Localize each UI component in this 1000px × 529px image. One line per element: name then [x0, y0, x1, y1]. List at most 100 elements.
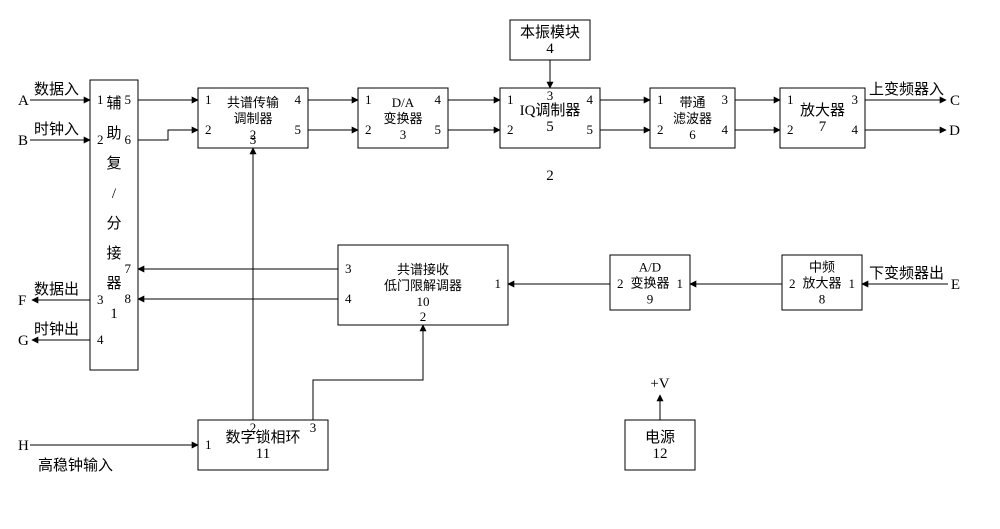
block-title-line: A/D: [639, 260, 661, 275]
port-number: 2: [250, 420, 257, 435]
port-number: 2: [787, 122, 794, 137]
extra-text: +V: [650, 376, 669, 392]
port-number: 4: [435, 92, 442, 107]
port-number: 1: [205, 92, 212, 107]
block-b2: 共谱传输调制器212453: [198, 88, 308, 148]
port-number: 5: [125, 92, 132, 107]
blocks: 辅助复/分接器112345678共谱传输调制器212453D/A变换器31245…: [90, 20, 865, 470]
block-b11: 数字锁相环11123: [198, 420, 328, 470]
port-number: 4: [295, 92, 302, 107]
block-title-line: 带通: [679, 95, 705, 110]
io-E: E 下变频器出: [862, 265, 960, 293]
block-title-line: 11: [256, 446, 270, 462]
io-text: 时钟出: [34, 321, 79, 338]
block-b5: IQ调制器512453: [500, 88, 600, 148]
io-text: 数据出: [34, 281, 79, 298]
block-title-line: 9: [647, 292, 654, 307]
block-title-line: 放大器: [800, 102, 845, 119]
block-title-line: 1: [110, 306, 118, 322]
edge: [313, 325, 423, 420]
block-title-line: 共谱接收: [397, 262, 449, 277]
io-D: D: [865, 123, 960, 139]
block-title-line: 中频: [809, 260, 835, 275]
block-title-line: 滤波器: [673, 111, 712, 126]
io-text: 时钟入: [34, 121, 79, 138]
io-text: 数据入: [34, 81, 79, 98]
port-number: 1: [787, 92, 794, 107]
port-number: 2: [657, 122, 664, 137]
port-number: 3: [345, 261, 352, 276]
io-letter: G: [18, 333, 29, 349]
io-letter: H: [18, 438, 29, 454]
block-title-line: 共谱传输: [227, 95, 279, 110]
port-number: 4: [852, 122, 859, 137]
port-number: 1: [495, 276, 502, 291]
port-number: 3: [97, 292, 104, 307]
block-title-line: 复: [106, 154, 121, 172]
block-title-line: 4: [546, 41, 554, 57]
block-b1: 辅助复/分接器112345678: [90, 80, 138, 370]
port-number: 1: [677, 276, 684, 291]
block-title-line: 辅: [106, 95, 121, 112]
block-title-line: 低门限解调器: [384, 278, 462, 293]
block-title-line: 分: [106, 215, 121, 232]
port-number: 5: [587, 122, 594, 137]
block-b9: A/D变换器921: [610, 255, 690, 310]
io-H: H 高稳钟输入: [18, 438, 198, 474]
io-A: A 数据入: [18, 81, 90, 109]
block-title-line: 器: [106, 276, 121, 292]
port-number: 2: [365, 122, 372, 137]
io-B: B 时钟入: [18, 121, 90, 149]
edge: [138, 130, 198, 140]
port-number: 5: [295, 122, 302, 137]
block-diagram: 辅助复/分接器112345678共谱传输调制器212453D/A变换器31245…: [0, 0, 1000, 529]
block-b10: 共谱接收低门限解调器10 3 4 1 2: [338, 245, 508, 325]
io-text: 高稳钟输入: [38, 457, 113, 474]
block-title-line: D/A: [392, 95, 415, 110]
port-number: 1: [97, 92, 104, 107]
port-number: 1: [849, 276, 856, 291]
block-title-line: 10: [417, 294, 430, 309]
block-b3: D/A变换器3 1 2 4 5: [358, 88, 448, 148]
io-letter: A: [18, 93, 29, 109]
port-number: 3: [250, 132, 257, 147]
io-letter: C: [950, 93, 960, 109]
port-number: 6: [125, 132, 132, 147]
port-number: 2: [205, 122, 212, 137]
port-number: 7: [125, 261, 132, 276]
block-title-line: 本振模块: [520, 24, 580, 41]
io-letter: D: [949, 123, 960, 139]
port-number: 2: [420, 309, 427, 324]
port-number: 4: [345, 291, 352, 306]
block-title-line: 接: [106, 245, 121, 262]
block-title-line: 变换器: [630, 276, 669, 291]
port-number: 4: [722, 122, 729, 137]
block-title-line: 8: [819, 292, 826, 307]
port-number: 1: [365, 92, 372, 107]
block-title-line: 12: [653, 446, 668, 462]
block-title-line: 变换器: [383, 111, 422, 126]
block-title-line: 电源: [645, 429, 675, 446]
block-title-line: 助: [106, 125, 121, 142]
block-title-line: 数字锁相环: [225, 429, 300, 446]
port-number: 2: [789, 276, 796, 291]
io-text: 下变频器出: [869, 265, 944, 282]
block-b8: 中频放大器8 2 1: [782, 255, 862, 310]
block-title-line: 3: [400, 127, 407, 142]
port-number: 2: [97, 132, 104, 147]
io-text: 上变频器入: [869, 81, 944, 98]
extra-text: 2: [546, 168, 554, 184]
block-title-line: 放大器: [802, 276, 841, 291]
block-b6: 带通滤波器61234: [650, 88, 735, 148]
port-number: 4: [587, 92, 594, 107]
io-letter: B: [18, 133, 28, 149]
port-number: 4: [97, 332, 104, 347]
port-number: 8: [125, 291, 132, 306]
port-number: 5: [435, 122, 442, 137]
port-number: 1: [657, 92, 664, 107]
block-title-line: 6: [689, 127, 696, 142]
port-number: 1: [205, 437, 212, 452]
io-letter: E: [951, 277, 960, 293]
block-title-line: 调制器: [233, 111, 272, 126]
port-number: 3: [852, 92, 859, 107]
